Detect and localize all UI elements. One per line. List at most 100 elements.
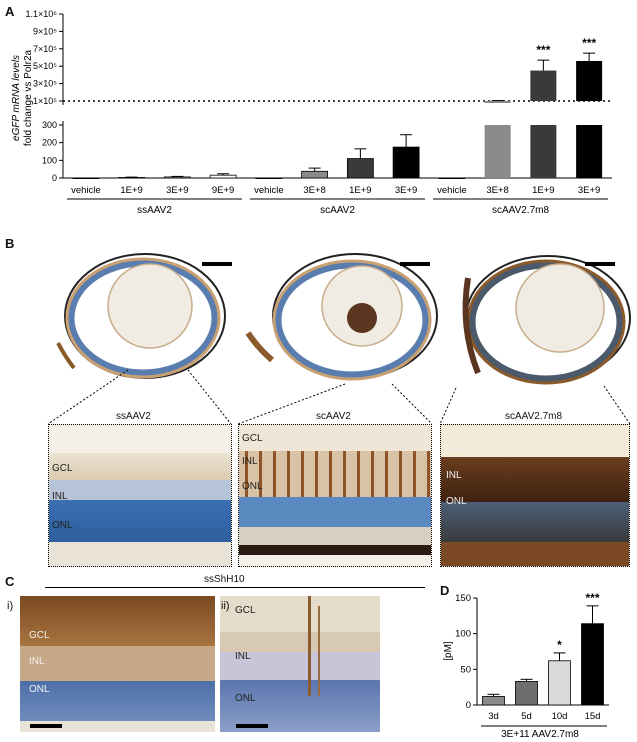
eyecup-scaav2-7m8	[462, 255, 631, 385]
b1-inl-label: INL	[52, 491, 68, 502]
chart-a-category-label: 3E+9	[578, 185, 600, 196]
chart-a-lower-tick-label: 0	[52, 173, 57, 183]
c1-gcl-label: GCL	[29, 630, 50, 641]
panel-letter-d: D	[440, 583, 450, 598]
b2-inl-label: INL	[242, 456, 258, 467]
chart-a-ylabel-line2: fold change vs Polr2a	[23, 49, 34, 146]
c2-gcl-label: GCL	[235, 605, 256, 616]
chart-a-category-label: vehicle	[71, 185, 101, 196]
chart-a-bar-lower	[530, 125, 557, 178]
chart-a-category-label: vehicle	[437, 185, 467, 196]
panel-c-title-rule	[45, 587, 425, 588]
chart-d-tick-label: 150	[455, 593, 471, 604]
chart-a-category-label: vehicle	[254, 185, 284, 196]
panel-c-sub-ii: ii)	[221, 600, 230, 612]
chart-a-bar-lower	[484, 125, 511, 178]
eyecup-ssaav2	[56, 253, 226, 379]
chart-d-bar	[515, 681, 538, 706]
chart-a-category-label: 3E+8	[486, 185, 508, 196]
chart-a-upper-ticks: 1.1×10⁶ 9×10⁵ 7×10⁵ 5×10⁵ 3×10⁵ 1×10⁵	[26, 9, 63, 106]
chart-a-category-label: 1E+9	[532, 185, 554, 196]
b3-onl-label: ONL	[446, 496, 467, 507]
zoom-box-scaav2	[238, 424, 432, 567]
zoom-title-3: scAAV2.7m8	[505, 411, 563, 422]
chart-a-bar-lower	[576, 125, 603, 178]
scale-bar-b1	[202, 262, 232, 266]
chart-d-xlabel: 3E+11 AAV2.7m8	[501, 729, 579, 740]
chart-d-bar	[482, 696, 505, 706]
chart-a-group-label: ssAAV2	[137, 205, 172, 216]
chart-d-category-labels: 3d 5d 10d 15d	[488, 711, 600, 722]
chart-a-category-label: 1E+9	[349, 185, 371, 196]
chart-a-bar	[163, 176, 191, 179]
chart-d-category-label: 10d	[552, 711, 568, 722]
chart-a-bar	[209, 174, 237, 179]
zoom-title-1: ssAAV2	[116, 411, 151, 422]
chart-a-significance-marker: ***	[536, 43, 550, 57]
b1-onl-label: ONL	[52, 520, 73, 531]
chart-a-bars: *** ***	[72, 36, 603, 180]
chart-a-category-label: 9E+9	[212, 185, 234, 196]
chart-a-category-label: 3E+9	[166, 185, 188, 196]
b1-gcl-label: GCL	[52, 463, 73, 474]
chart-a-upper-tick-label: 9×10⁵	[33, 26, 57, 36]
chart-a-upper-tick-label: 7×10⁵	[33, 44, 57, 54]
panel-letter-c: C	[5, 574, 15, 589]
panel-c-title: ssShH10	[204, 574, 245, 585]
chart-d-significance-marker: ***	[585, 591, 599, 605]
panel-letter-a: A	[5, 4, 15, 19]
zoom-guide-lines	[47, 369, 631, 425]
chart-d-tick-label: 0	[466, 700, 471, 711]
micrograph-c-ii	[220, 596, 380, 732]
chart-a-bar	[346, 158, 374, 179]
scale-bar-b2	[400, 262, 430, 266]
chart-a-upper-tick-label: 3×10⁵	[33, 79, 57, 89]
chart-d-bars: ****	[482, 591, 604, 706]
c1-inl-label: INL	[29, 656, 45, 667]
scale-bar-c1	[30, 724, 62, 728]
chart-a-upper-tick-label: 1×10⁵	[33, 96, 57, 106]
b3-inl-label: INL	[446, 470, 462, 481]
c2-onl-label: ONL	[235, 693, 256, 704]
chart-d-tick-label: 100	[455, 629, 471, 640]
zoom-box-scaav2-7m8	[440, 424, 630, 567]
panel-c-sub-i: i)	[7, 600, 14, 612]
chart-a-axes	[62, 14, 612, 179]
chart-a-group-label: scAAV2.7m8	[492, 205, 549, 216]
chart-a-upper-tick-label: 5×10⁵	[33, 61, 57, 71]
chart-d-tick-label: 50	[460, 664, 471, 675]
b3-gcl-label: GCL	[446, 443, 467, 454]
chart-a-group-label: scAAV2	[320, 205, 355, 216]
chart-a-bar	[301, 170, 329, 179]
chart-a-bar	[484, 101, 511, 103]
chart-a-group-labels: ssAAV2 scAAV2 scAAV2.7m8	[67, 198, 608, 216]
chart-a-category-labels: vehicle 1E+9 3E+9 9E+9 vehicle 3E+8 1E+9 3E+9 ve…	[71, 185, 600, 196]
chart-d-bar	[581, 623, 604, 706]
chart-a: eGFP mRNA levels fold change vs Polr2a 1…	[11, 9, 612, 216]
chart-d-ticks: 0 50 100 150	[455, 593, 477, 711]
chart-d-significance-marker: *	[557, 638, 562, 652]
chart-d-category-label: 15d	[585, 711, 601, 722]
zoom-title-2: scAAV2	[316, 411, 351, 422]
chart-d-bar	[548, 660, 571, 706]
chart-a-category-label: 3E+8	[303, 185, 325, 196]
chart-a-category-label: 1E+9	[120, 185, 142, 196]
chart-a-lower-tick-label: 200	[42, 138, 57, 148]
panel-letter-b: B	[5, 236, 15, 251]
chart-a-lower-tick-label: 100	[42, 155, 57, 165]
chart-a-bar	[392, 146, 420, 179]
chart-a-ylabel: eGFP mRNA levels fold change vs Polr2a	[11, 49, 34, 146]
chart-a-lower-tick-label: 300	[42, 120, 57, 130]
chart-d-category-label: 5d	[521, 711, 532, 722]
chart-a-bar	[255, 177, 283, 180]
chart-a-significance-marker: ***	[582, 36, 596, 50]
chart-d-ylabel: [pM]	[443, 641, 454, 661]
chart-a-bar	[72, 177, 100, 180]
chart-a-bar	[530, 70, 557, 101]
chart-a-ylabel-line1: eGFP mRNA levels	[11, 55, 22, 141]
chart-a-bar	[438, 177, 466, 180]
scale-bar-b3	[585, 262, 615, 266]
chart-a-category-label: 3E+9	[395, 185, 417, 196]
chart-a-upper-tick-label: 1.1×10⁶	[26, 9, 58, 19]
